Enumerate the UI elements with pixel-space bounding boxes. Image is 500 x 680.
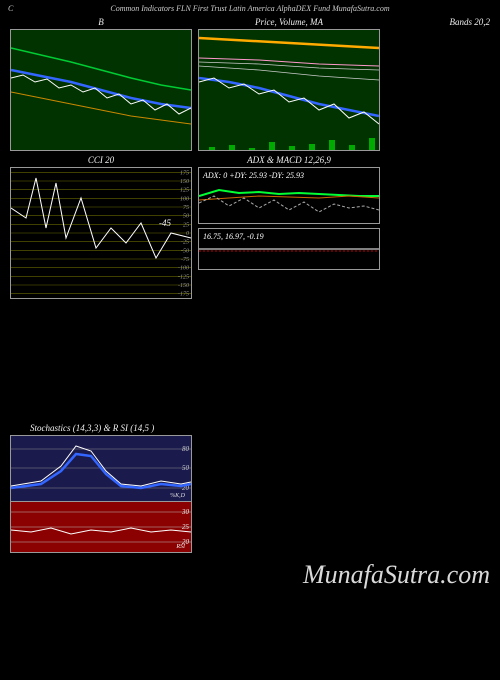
svg-text:25: 25 (183, 222, 189, 228)
svg-text:50: 50 (183, 214, 189, 220)
svg-text:-25: -25 (181, 240, 189, 246)
title-adx: ADX & MACD 12,26,9 (198, 155, 380, 167)
panel-price-right: Price, Volume, MA (198, 17, 380, 151)
svg-text:150: 150 (180, 179, 189, 185)
header-text: Common Indicators FLN First Trust Latin … (110, 4, 389, 13)
svg-text:-50: -50 (181, 248, 189, 254)
panel-price-left: B (10, 17, 192, 151)
panel-stochastics: 805020%K,D (10, 435, 192, 502)
header-left-letter: C (8, 4, 13, 13)
svg-text:100: 100 (180, 196, 189, 202)
panel-adx-macd: ADX & MACD 12,26,9 ADX: 0 +DY: 25.93 -DY… (198, 155, 380, 299)
title-cci: CCI 20 (10, 155, 192, 167)
svg-text:-75: -75 (181, 257, 189, 263)
watermark-text: MunafaSutra.com (303, 560, 490, 590)
title-price-right: Price, Volume, MA (198, 17, 380, 29)
svg-text:%K,D: %K,D (170, 493, 186, 499)
title-stoch: Stochastics (14,3,3) & R SI (14,5 ) (10, 423, 490, 435)
svg-text:-150: -150 (178, 283, 189, 289)
bands-label: Bands 20,2 (450, 17, 491, 29)
panel-cci: CCI 20 175 150 125 100 75 50 25 0 -25 -50 -75 -100 -… (10, 155, 192, 299)
svg-text:-100: -100 (178, 266, 189, 272)
title-price-left: B (10, 17, 192, 29)
svg-text:125: 125 (180, 188, 189, 194)
panel-rsi: 302520RSI (10, 502, 192, 553)
svg-text:50: 50 (182, 464, 190, 472)
svg-text:-175: -175 (178, 292, 189, 298)
svg-text:175: 175 (180, 170, 189, 176)
svg-text:-45: -45 (159, 218, 171, 228)
svg-text:-125: -125 (178, 274, 189, 280)
svg-text:RSI: RSI (175, 544, 186, 550)
svg-text:0: 0 (186, 231, 189, 237)
svg-text:30: 30 (181, 508, 190, 516)
svg-text:16.75, 16.97, -0.19: 16.75, 16.97, -0.19 (203, 232, 264, 241)
svg-text:ADX: 0 +DY: 25.93 -DY: 25.93: ADX: 0 +DY: 25.93 -DY: 25.93 (202, 171, 304, 180)
svg-text:75: 75 (183, 205, 189, 211)
svg-text:25: 25 (182, 523, 190, 531)
svg-text:80: 80 (182, 445, 190, 453)
